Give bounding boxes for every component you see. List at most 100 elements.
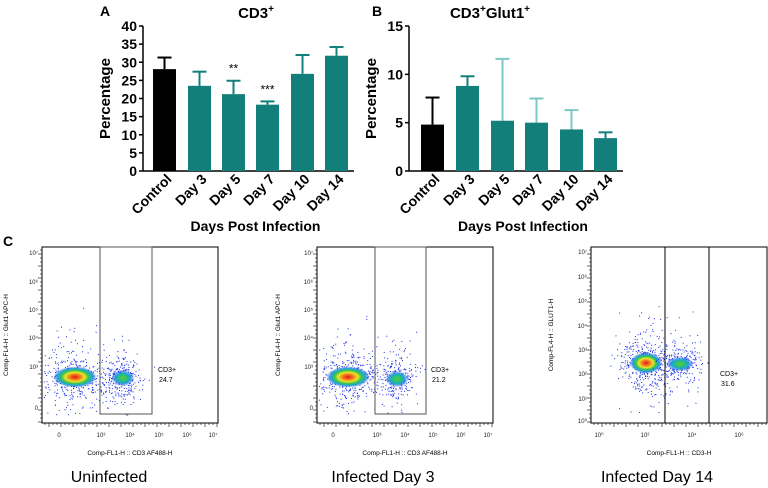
y-axis-label: Percentage <box>363 58 380 139</box>
event-dot <box>407 390 409 392</box>
event-dot <box>367 383 369 385</box>
event-dot <box>94 404 96 406</box>
event-dot <box>120 401 122 403</box>
event-dot <box>688 382 690 384</box>
event-dot <box>376 391 378 393</box>
event-dot <box>672 349 674 351</box>
event-dot <box>83 339 85 341</box>
event-dot <box>62 391 64 393</box>
event-dot <box>639 388 641 390</box>
event-dot <box>629 364 631 366</box>
event-dot <box>66 402 68 404</box>
event-dot <box>102 377 104 379</box>
event-dot <box>652 395 654 397</box>
event-dot <box>117 392 119 394</box>
event-dot <box>61 386 63 388</box>
event-dot <box>639 385 641 387</box>
event-dot <box>71 361 73 363</box>
event-dot <box>57 384 59 386</box>
x-tick-label: 10⁷ <box>484 432 493 439</box>
event-dot <box>323 410 325 412</box>
event-dot <box>65 366 67 368</box>
event-dot <box>83 307 85 309</box>
event-dot <box>109 369 111 371</box>
event-dot <box>124 398 126 400</box>
event-dot <box>355 362 357 364</box>
event-dot <box>650 349 652 351</box>
event-dot <box>660 318 662 320</box>
event-dot <box>677 374 679 376</box>
event-dot <box>384 369 386 371</box>
event-dot <box>115 368 117 370</box>
event-dot <box>323 389 325 391</box>
event-dot <box>630 376 632 378</box>
event-dot <box>323 380 325 382</box>
event-dot <box>645 375 647 377</box>
event-dot <box>69 398 71 400</box>
event-dot <box>123 358 125 360</box>
event-dot <box>635 372 637 374</box>
x-tick-label: 10⁷ <box>209 432 218 439</box>
event-dot <box>352 362 354 364</box>
event-dot <box>47 372 49 374</box>
event-dot <box>405 369 407 371</box>
event-dot <box>130 404 132 406</box>
event-dot <box>655 371 657 373</box>
event-dot <box>655 394 657 396</box>
event-dot <box>397 397 399 399</box>
event-dot <box>400 393 402 395</box>
event-dot <box>667 371 669 373</box>
event-dot <box>54 382 56 384</box>
event-dot <box>404 368 406 370</box>
event-dot <box>635 388 637 390</box>
event-dot <box>128 369 130 371</box>
event-dot <box>90 391 92 393</box>
event-dot <box>336 336 338 338</box>
event-dot <box>103 392 105 394</box>
event-dot <box>70 363 72 365</box>
event-dot <box>384 376 386 378</box>
event-dot <box>121 367 123 369</box>
event-dot <box>48 387 50 389</box>
gate-percentage: 21.2 <box>432 377 446 384</box>
event-dot <box>699 341 701 343</box>
event-dot <box>382 386 384 388</box>
event-dot <box>393 387 395 389</box>
event-dot <box>627 364 629 366</box>
event-dot <box>96 325 98 327</box>
event-dot <box>700 372 702 374</box>
event-dot <box>619 369 621 371</box>
event-dot <box>650 324 652 326</box>
event-dot <box>678 378 680 380</box>
event-dot <box>123 367 125 369</box>
event-dot <box>347 413 349 415</box>
event-dot <box>370 367 372 369</box>
event-dot <box>661 351 663 353</box>
event-dot <box>101 376 103 378</box>
event-dot <box>54 391 56 393</box>
y-axis-label: Comp-FL4-H :: GLUT1-H <box>548 298 555 371</box>
event-dot <box>141 389 143 391</box>
event-dot <box>673 355 675 357</box>
event-dot <box>641 373 643 375</box>
event-dot <box>131 386 133 388</box>
event-dot <box>392 394 394 396</box>
event-dot <box>678 352 680 354</box>
event-dot <box>694 355 696 357</box>
event-dot <box>660 394 662 396</box>
event-dot <box>355 363 357 365</box>
event-dot <box>688 391 690 393</box>
event-dot <box>656 359 658 361</box>
event-dot <box>672 391 674 393</box>
event-dot <box>409 378 411 380</box>
event-dot <box>689 380 691 382</box>
y-tick-label: 10³ <box>29 365 38 371</box>
event-dot <box>391 363 393 365</box>
event-dot <box>352 393 354 395</box>
gate-cd3 <box>99 246 153 415</box>
event-dot <box>640 332 642 334</box>
event-dot <box>654 374 656 376</box>
event-dot <box>319 386 321 388</box>
bar <box>222 94 245 171</box>
event-dot <box>79 393 81 395</box>
